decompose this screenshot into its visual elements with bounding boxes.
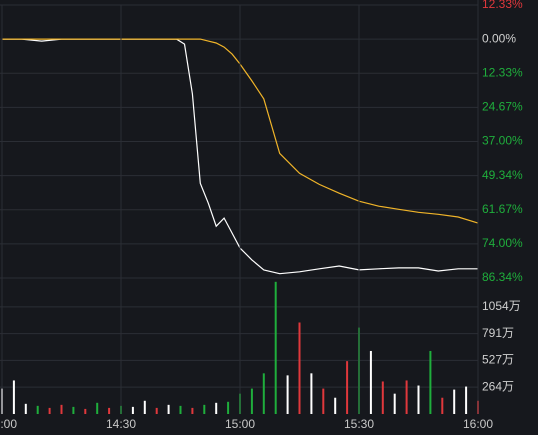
- volume-bar: [36, 405, 39, 414]
- volume-bar: [250, 388, 253, 414]
- volume-bar: [465, 386, 468, 414]
- x-tick-label: 15:00: [225, 417, 255, 431]
- volume-bar: [286, 375, 289, 414]
- y-tick-label: 37.00%: [482, 134, 523, 148]
- y-tick-label: 86.34%: [482, 270, 523, 284]
- volume-bar: [441, 397, 444, 414]
- volume-bar: [429, 350, 432, 414]
- volume-bar: [405, 380, 408, 414]
- volume-bar: [191, 407, 194, 414]
- y-tick-label: 12.33%: [482, 0, 523, 11]
- volume-bar: [381, 381, 384, 414]
- volume-bar: [262, 373, 265, 414]
- volume-bar: [24, 403, 27, 414]
- volume-bar: [167, 404, 170, 414]
- y-tick-label: 12.33%: [482, 65, 523, 79]
- volume-bar: [274, 281, 277, 414]
- y-tick-label: 49.34%: [482, 168, 523, 182]
- x-tick-label: 14:30: [106, 417, 136, 431]
- volume-bar: [346, 361, 349, 414]
- volume-bar: [322, 388, 325, 414]
- volume-bar: [369, 350, 372, 414]
- volume-bar: [310, 373, 313, 414]
- volume-bar: [84, 408, 87, 414]
- y-tick-label: 527万: [482, 353, 514, 367]
- volume-bar: [393, 393, 396, 414]
- x-tick-label: 14:00: [0, 417, 17, 431]
- y-tick-label: 0.00%: [482, 31, 516, 45]
- volume-bar: [60, 404, 63, 414]
- volume-bar: [96, 402, 99, 414]
- y-tick-label: 1054万: [482, 299, 521, 313]
- volume-bar: [453, 389, 456, 414]
- volume-bar: [155, 407, 158, 414]
- price-line: [2, 38, 479, 224]
- x-tick-label: 16:00: [463, 417, 493, 431]
- volume-bar: [227, 401, 230, 414]
- x-tick-label: 15:30: [344, 417, 374, 431]
- volume-bar: [215, 402, 218, 414]
- volume-bar: [48, 407, 51, 414]
- y-tick-label: 61.67%: [482, 202, 523, 216]
- volume-bar: [334, 397, 337, 414]
- volume-bar: [179, 405, 182, 414]
- volume-bar: [417, 385, 420, 414]
- volume-bar: [108, 407, 111, 414]
- volume-bar: [131, 406, 134, 414]
- y-tick-label: 74.00%: [482, 236, 523, 250]
- y-tick-label: 791万: [482, 326, 514, 340]
- y-tick-label: 264万: [482, 379, 514, 393]
- y-tick-label: 24.67%: [482, 100, 523, 114]
- volume-bar: [143, 400, 146, 414]
- volume-bar: [72, 406, 75, 414]
- volume-bar: [203, 404, 206, 414]
- volume-bar: [298, 322, 301, 414]
- volume-bar: [12, 380, 15, 414]
